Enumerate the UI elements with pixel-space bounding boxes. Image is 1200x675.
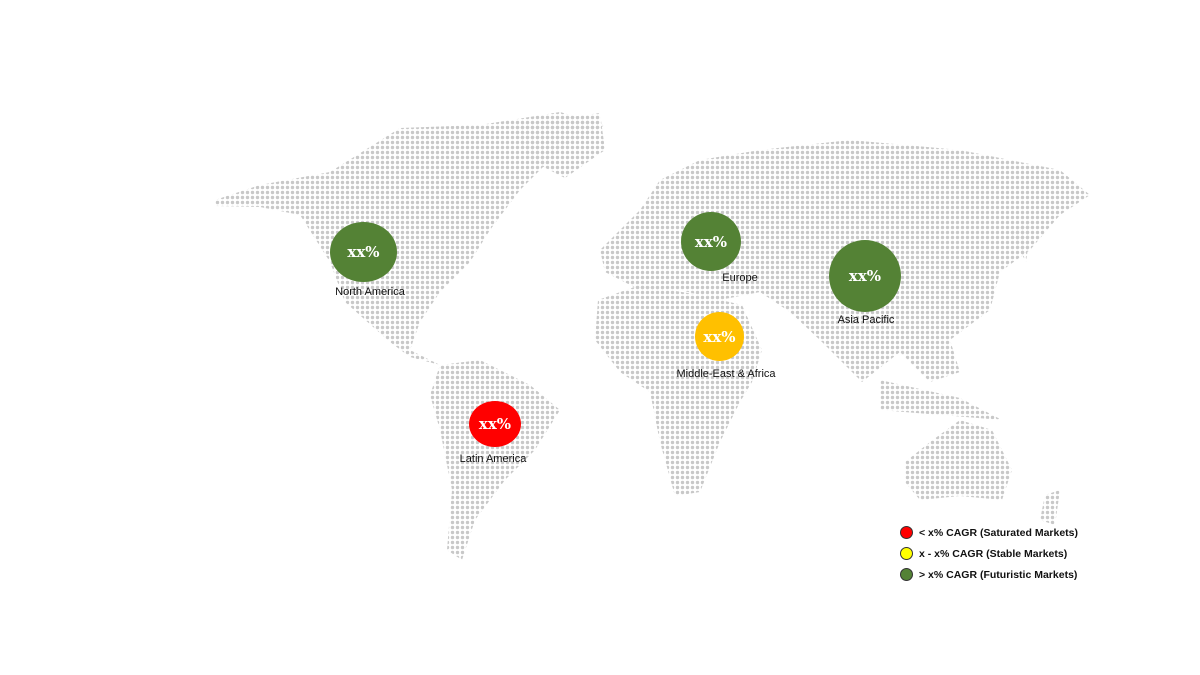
indonesia-landmass [880,380,1002,420]
region-bubble-north-america: xx% [330,222,397,282]
region-label-middle-east-africa: Middle-East & Africa [676,368,776,380]
africa-landmass [595,285,762,496]
region-bubble-europe: xx% [681,212,741,271]
legend-label: < x% CAGR (Saturated Markets) [919,526,1079,539]
region-label-asia-pacific: Asia Pacific [837,314,895,326]
region-label-europe: Europe [722,272,758,284]
legend: < x% CAGR (Saturated Markets) x - x% CAG… [900,522,1078,585]
yellow-dot-icon [900,547,913,560]
new-zealand-landmass [1040,490,1060,525]
japan-landmass [1010,220,1032,262]
legend-label: > x% CAGR (Futuristic Markets) [919,568,1078,581]
green-dot-icon [900,568,913,581]
south-america-landmass [430,360,560,560]
region-bubble-asia-pacific: xx% [829,240,901,312]
greenland-landmass [510,113,605,178]
legend-item-stable: x - x% CAGR (Stable Markets) [900,543,1078,564]
region-label-north-america: North America [335,286,405,298]
legend-label: x - x% CAGR (Stable Markets) [919,547,1068,560]
north-america-landmass [215,112,605,365]
legend-item-saturated: < x% CAGR (Saturated Markets) [900,522,1078,543]
region-bubble-middle-east-africa: xx% [695,312,744,361]
australia-landmass [905,420,1012,500]
red-dot-icon [900,526,913,539]
region-bubble-latin-america: xx% [469,401,521,447]
legend-item-futuristic: > x% CAGR (Futuristic Markets) [900,564,1078,585]
region-label-latin-america: Latin America [459,453,527,465]
